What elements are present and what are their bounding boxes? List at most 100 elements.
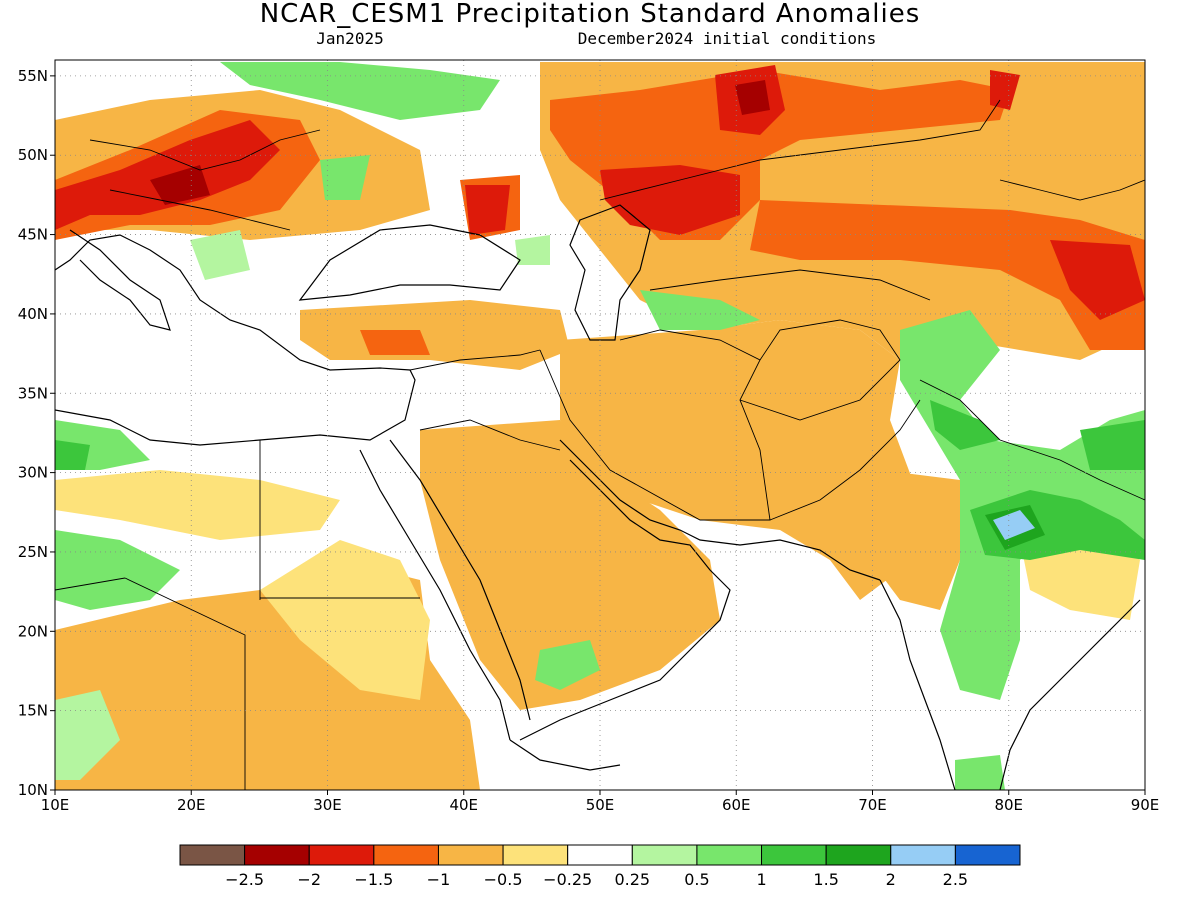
latitude-axis: 10N 15N 20N 25N 30N 35N 40N 45N 50N 55N [18,67,55,799]
legend-label: 1 [756,870,766,889]
x-tick-label: 10E [41,796,70,814]
legend-swatch [825,844,892,866]
legend-swatch [631,844,698,866]
very-dry-xinjiang [1050,240,1145,320]
legend-label: 1.5 [813,870,838,889]
map-title: NCAR_CESM1 Precipitation Standard Anomal… [260,0,921,29]
legend-label: −0.5 [484,870,523,889]
y-tick-label: 50N [18,146,48,164]
country-borders [55,99,1145,790]
x-tick-label: 50E [586,796,615,814]
wet-caspian-west [515,235,550,265]
legend-swatch [890,844,956,866]
y-tick-label: 55N [18,67,48,85]
extreme-dry-ural-core [735,80,770,115]
y-tick-label: 25N [18,543,48,561]
wet-russia-west [220,62,500,120]
strong-wet-shading [55,400,1145,560]
wet-yemen [535,640,600,690]
border-saudi-iraq [419,419,561,451]
legend-label: −1.5 [354,870,393,889]
y-tick-label: 35N [18,384,48,402]
x-tick-label: 90E [1131,796,1160,814]
very-dry-siberia [990,70,1020,110]
legend-swatch [567,844,633,866]
strong-dry-mongolia-west [750,200,1145,350]
legend-label: 0.5 [684,870,709,889]
dry-area-arabia [420,420,720,710]
legend-swatch [244,844,310,866]
black-sea-coast [298,224,521,301]
x-tick-label: 30E [313,796,342,814]
legend-label: 2.5 [943,870,968,889]
wet-sri-lanka-area [955,755,1005,790]
legend-swatch [954,844,1021,866]
arabia-south-coast [519,459,731,741]
border-europe-2 [109,189,291,231]
legend-swatch [437,844,504,866]
dry-area-sudan [260,540,430,700]
border-libya-algeria [55,577,126,591]
map-panel [55,60,1145,790]
border-turkey-syria [409,349,541,371]
legend-swatch [308,844,375,866]
extreme-wet-ganges [993,510,1035,540]
dry-area-iran-pakistan [560,320,920,600]
strong-wet-assam [1080,420,1145,470]
initial-conditions: December2024 initial conditions [578,29,877,48]
india-west-coast [879,579,956,790]
legend-label: −2.5 [225,870,264,889]
border-kazakhstan-north [599,99,1001,201]
extreme-dry-shading [150,80,770,205]
x-tick-label: 20E [177,796,206,814]
y-tick-label: 30N [18,464,48,482]
legend-label: −0.25 [543,870,592,889]
coastlines [55,204,1141,790]
wet-central-asia [640,290,760,330]
x-tick-label: 40E [449,796,478,814]
strong-wet-libya [55,440,90,470]
legend-swatch [696,844,763,866]
longitude-axis: 10E 20E 30E 40E 50E 60E 70E 80E 90E [41,790,1160,814]
legend-swatch [373,844,439,866]
x-tick-label: 60E [722,796,751,814]
strong-wet-himalaya [930,400,1000,450]
x-tick-label: 80E [994,796,1023,814]
caspian-coast [569,204,651,341]
wet-balkans [190,230,250,280]
border-iran [539,329,771,521]
horn-africa-coast [509,739,621,771]
border-afghanistan [739,319,901,421]
legend-swatch [502,844,569,866]
y-tick-label: 40N [18,305,48,323]
dry-area-india [870,470,960,610]
india-east-coast [999,599,1141,790]
extreme-dry-alps [150,165,210,205]
dry-area-libya [55,470,340,540]
very-dry-black-sea-north [465,185,510,235]
strong-dry-anatolia [360,330,430,355]
wet-west-africa [55,690,120,780]
persian-gulf-coast [559,439,881,581]
lat-lon-grid [55,60,1145,790]
dry-area-turkey [300,300,570,370]
legend-swatch [179,844,246,866]
border-chad [124,577,246,790]
border-pakistan [769,399,921,521]
x-tick-label: 70E [858,796,887,814]
legend-label: −1 [427,870,451,889]
y-tick-label: 20N [18,622,48,640]
legend-swatch [761,844,827,866]
y-tick-label: 10N [18,781,48,799]
mediterranean-coast [55,234,416,446]
legend-label: 2 [886,870,896,889]
wet-ukraine [320,155,370,200]
forecast-month: Jan2025 [316,29,383,48]
y-tick-label: 15N [18,702,48,720]
legend-label: −2 [297,870,321,889]
wet-chad [55,530,180,610]
border-kazakhstan-south [649,269,931,301]
y-tick-label: 45N [18,226,48,244]
border-mongolia [999,179,1145,201]
